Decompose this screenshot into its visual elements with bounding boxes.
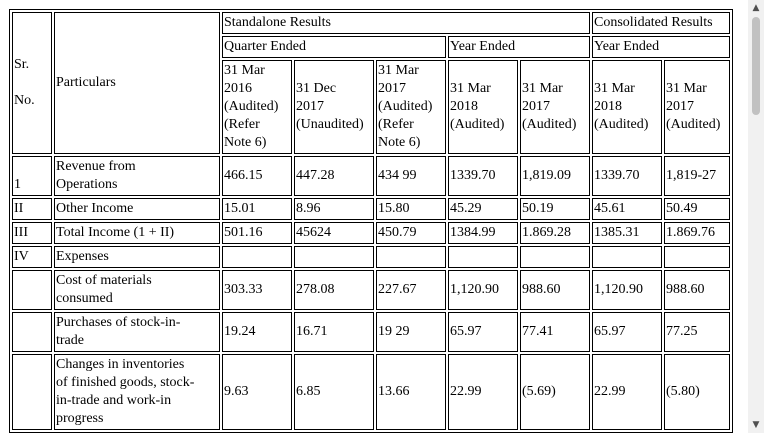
year-ended-consolidated-header: Year Ended — [592, 36, 730, 58]
value-cell: 65.97 — [448, 312, 518, 352]
value-cell: 9.63 — [222, 354, 292, 430]
value-cell: 1.869.76 — [664, 222, 730, 244]
value-cell: 1.869.28 — [520, 222, 590, 244]
value-cell: 1,819.09 — [520, 156, 590, 196]
value-cell: 1339.70 — [448, 156, 518, 196]
value-cell: 19.24 — [222, 312, 292, 352]
value-cell: 45624 — [294, 222, 374, 244]
sr-no-cell — [12, 312, 52, 352]
table-row: II Other Income 15.01 8.96 15.80 45.29 50.19 45… — [12, 198, 730, 220]
sr-no-cell: IV — [12, 246, 52, 268]
value-cell — [664, 246, 730, 268]
period-column-header: 31 Mar 2018 (Audited) — [592, 60, 662, 154]
value-cell: 45.29 — [448, 198, 518, 220]
value-cell: 1385.31 — [592, 222, 662, 244]
value-cell: 466.15 — [222, 156, 292, 196]
value-cell: (5.80) — [664, 354, 730, 430]
value-cell — [222, 246, 292, 268]
document-viewport: Sr. No. Particulars Standalone Results C… — [9, 9, 733, 433]
value-cell: 16.71 — [294, 312, 374, 352]
sr-no-cell: III — [12, 222, 52, 244]
particular-cell: Purchases of stock-in- trade — [54, 312, 220, 352]
table-row: 1 Revenue from Operations 466.15 447.28 434 … — [12, 156, 730, 196]
period-column-header: 31 Mar 2017 (Audited) — [520, 60, 590, 154]
value-cell: 227.67 — [376, 270, 446, 310]
value-cell: 19 29 — [376, 312, 446, 352]
value-cell: 6.85 — [294, 354, 374, 430]
value-cell — [376, 246, 446, 268]
financial-results-table: Sr. No. Particulars Standalone Results C… — [9, 9, 733, 433]
value-cell: 1,819-27 — [664, 156, 730, 196]
value-cell: (5.69) — [520, 354, 590, 430]
sr-no-cell: 1 — [12, 156, 52, 196]
value-cell: 450.79 — [376, 222, 446, 244]
table-row: Changes in inventories of finished goods… — [12, 354, 730, 430]
period-column-header: 31 Mar 2018 (Audited) — [448, 60, 518, 154]
value-cell: 434 99 — [376, 156, 446, 196]
scroll-thumb[interactable] — [752, 17, 760, 115]
period-column-header: 31 Mar 2016 (Audited) (Refer Note 6) — [222, 60, 292, 154]
standalone-header: Standalone Results — [222, 12, 590, 34]
value-cell: 1,120.90 — [448, 270, 518, 310]
particular-cell: Expenses — [54, 246, 220, 268]
value-cell: 77.41 — [520, 312, 590, 352]
sr-no-header: Sr. No. — [12, 12, 52, 154]
table-row: Cost of materials consumed 303.33 278.08 22… — [12, 270, 730, 310]
value-cell: 65.97 — [592, 312, 662, 352]
value-cell: 15.01 — [222, 198, 292, 220]
period-column-header: 31 Mar 2017 (Audited) — [664, 60, 730, 154]
particular-cell: Changes in inventories of finished goods… — [54, 354, 220, 430]
period-column-header: 31 Mar 2017 (Audited) (Refer Note 6) — [376, 60, 446, 154]
value-cell: 988.60 — [520, 270, 590, 310]
value-cell: 1339.70 — [592, 156, 662, 196]
scroll-down-icon[interactable]: ▼ — [752, 420, 760, 430]
value-cell: 50.49 — [664, 198, 730, 220]
year-ended-standalone-header: Year Ended — [448, 36, 590, 58]
sr-no-cell — [12, 270, 52, 310]
value-cell: 447.28 — [294, 156, 374, 196]
particular-cell: Other Income — [54, 198, 220, 220]
value-cell: 50.19 — [520, 198, 590, 220]
particular-cell: Cost of materials consumed — [54, 270, 220, 310]
consolidated-header: Consolidated Results — [592, 12, 730, 34]
value-cell — [592, 246, 662, 268]
value-cell: 501.16 — [222, 222, 292, 244]
value-cell: 1,120.90 — [592, 270, 662, 310]
vertical-scrollbar[interactable]: ▲ ▼ — [748, 0, 764, 433]
particular-cell: Revenue from Operations — [54, 156, 220, 196]
table-row: III Total Income (1 + II) 501.16 45624 450.7… — [12, 222, 730, 244]
value-cell: 15.80 — [376, 198, 446, 220]
value-cell: 77.25 — [664, 312, 730, 352]
quarter-ended-header: Quarter Ended — [222, 36, 446, 58]
value-cell: 988.60 — [664, 270, 730, 310]
value-cell — [448, 246, 518, 268]
table-row: IV Expenses — [12, 246, 730, 268]
sr-no-cell — [12, 354, 52, 430]
value-cell: 1384.99 — [448, 222, 518, 244]
value-cell — [520, 246, 590, 268]
table-row: Purchases of stock-in- trade 19.24 16.71 19… — [12, 312, 730, 352]
particulars-header: Particulars — [54, 12, 220, 154]
period-column-header: 31 Dec 2017 (Unaudited) — [294, 60, 374, 154]
value-cell: 8.96 — [294, 198, 374, 220]
value-cell: 303.33 — [222, 270, 292, 310]
scroll-up-icon[interactable]: ▲ — [752, 3, 760, 13]
value-cell: 278.08 — [294, 270, 374, 310]
sr-no-cell: II — [12, 198, 52, 220]
value-cell: 22.99 — [592, 354, 662, 430]
value-cell — [294, 246, 374, 268]
value-cell: 22.99 — [448, 354, 518, 430]
value-cell: 45.61 — [592, 198, 662, 220]
particular-cell: Total Income (1 + II) — [54, 222, 220, 244]
value-cell: 13.66 — [376, 354, 446, 430]
